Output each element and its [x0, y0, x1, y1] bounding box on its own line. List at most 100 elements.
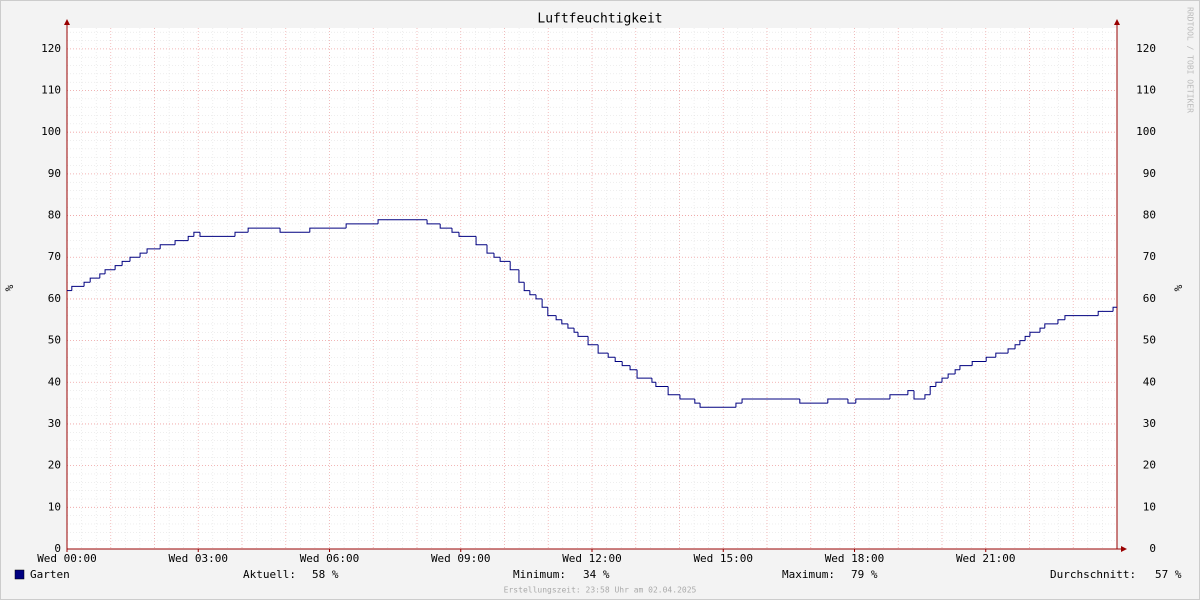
- y-tick-label: 90: [48, 167, 61, 180]
- y-tick-label: 110: [41, 84, 61, 97]
- line-step: [959, 365, 973, 370]
- line-step: [99, 273, 106, 279]
- y-tick-label: 60: [48, 292, 61, 305]
- line-step: [694, 398, 701, 404]
- x-tick-label: Wed 21:00: [956, 552, 1016, 565]
- axis-arrow: [1121, 546, 1127, 552]
- axis-arrow: [1114, 19, 1120, 25]
- stat-label: Maximum:: [782, 568, 835, 581]
- y-axis-label: %: [3, 284, 16, 291]
- line-step: [913, 390, 925, 400]
- y2-tick-label: 80: [1143, 209, 1156, 222]
- y2-tick-label: 70: [1143, 250, 1156, 263]
- line-step: [1097, 310, 1114, 316]
- x-tick-label: Wed 06:00: [300, 552, 360, 565]
- line-step: [547, 307, 557, 317]
- line-step: [655, 382, 669, 387]
- line-step: [486, 244, 494, 254]
- stat-value: 79 %: [851, 568, 878, 581]
- line-step: [907, 390, 914, 395]
- line-step: [629, 365, 638, 371]
- stat-value: 58 %: [312, 568, 339, 581]
- x-tick-label: Wed 15:00: [693, 552, 753, 565]
- y2-tick-label: 20: [1143, 459, 1156, 472]
- line-step: [741, 398, 800, 404]
- line-step: [995, 352, 1009, 358]
- chart-title: Luftfeuchtigkeit: [537, 12, 662, 27]
- line-step: [199, 232, 235, 237]
- line-step: [71, 285, 85, 291]
- line-step: [1029, 331, 1040, 337]
- y2-tick-label: 40: [1143, 375, 1156, 388]
- y2-tick-label: 50: [1143, 334, 1156, 347]
- stat-value: 34 %: [583, 568, 610, 581]
- line-step: [587, 336, 599, 346]
- line-step: [174, 240, 189, 245]
- line-step: [1039, 327, 1045, 333]
- x-tick-label: Wed 18:00: [825, 552, 885, 565]
- y-tick-label: 0: [54, 542, 61, 555]
- line-step: [458, 232, 477, 237]
- line-step: [345, 223, 379, 229]
- line-step: [614, 357, 623, 362]
- line-step: [889, 394, 908, 399]
- y2-tick-label: 0: [1149, 542, 1156, 555]
- line-step: [954, 369, 960, 374]
- legend-label: Garten: [30, 568, 70, 581]
- line-step: [567, 323, 575, 329]
- y2-tick-label: 100: [1136, 125, 1156, 138]
- line-step: [597, 344, 609, 354]
- line-step: [699, 403, 736, 408]
- line-step: [247, 227, 281, 233]
- line-step: [509, 261, 519, 271]
- line-step: [555, 315, 562, 321]
- y-tick-label: 30: [48, 417, 61, 430]
- line-step: [83, 281, 91, 287]
- line-step: [499, 257, 511, 262]
- line-step: [621, 361, 631, 367]
- line-step: [146, 248, 161, 254]
- stat-label: Durchschnitt:: [1050, 568, 1136, 581]
- y-tick-label: 50: [48, 334, 61, 347]
- y-tick-label: 80: [48, 209, 61, 222]
- line-step: [475, 236, 487, 246]
- y-tick-label: 10: [48, 500, 61, 513]
- line-step: [439, 223, 452, 229]
- line-step: [679, 394, 695, 400]
- line-step: [104, 269, 116, 274]
- line-step: [234, 231, 249, 237]
- line-step: [89, 277, 100, 283]
- line-step: [129, 256, 141, 262]
- line-step: [1064, 315, 1099, 320]
- y2-tick-label: 90: [1143, 167, 1156, 180]
- line-step: [187, 235, 194, 241]
- line-step: [523, 282, 530, 292]
- line-step: [735, 402, 743, 408]
- line-step: [1019, 340, 1026, 345]
- line-step: [636, 369, 652, 379]
- line-step: [924, 394, 931, 399]
- line-step: [309, 227, 347, 233]
- y-tick-label: 100: [41, 125, 61, 138]
- y2-tick-label: 30: [1143, 417, 1156, 430]
- line-step: [929, 385, 936, 395]
- line-step: [855, 398, 890, 404]
- y-tick-label: 40: [48, 375, 61, 388]
- line-step: [607, 353, 616, 358]
- line-step: [971, 360, 987, 366]
- x-tick-label: Wed 09:00: [431, 552, 491, 565]
- line-step: [1112, 306, 1117, 312]
- plot-area: [67, 28, 1117, 549]
- line-step: [667, 386, 680, 396]
- line-step: [573, 328, 578, 333]
- line-step: [651, 378, 656, 383]
- line-step: [541, 298, 548, 308]
- y2-axis-label: %: [1172, 284, 1185, 291]
- line-step: [847, 398, 856, 404]
- stat-label: Minimum:: [513, 568, 566, 581]
- x-tick-label: Wed 03:00: [168, 552, 228, 565]
- line-step: [947, 373, 956, 379]
- line-step: [121, 260, 130, 266]
- line-step: [279, 228, 310, 233]
